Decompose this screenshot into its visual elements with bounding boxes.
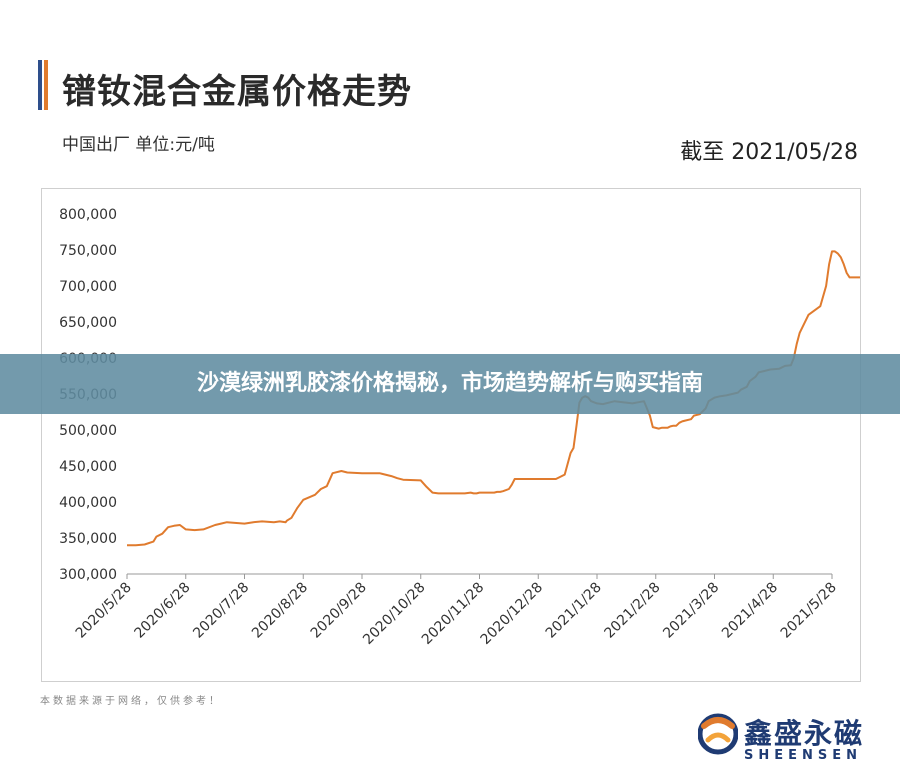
y-tick-label: 450,000 xyxy=(59,459,117,475)
source-note: 本数据来源于网络，仅供参考！ xyxy=(40,696,222,707)
brand-name-en: SHEENSEN xyxy=(744,748,863,763)
y-tick-label: 350,000 xyxy=(59,531,117,547)
x-tick-label: 2020/8/28 xyxy=(249,580,311,642)
x-tick-label: 2021/4/28 xyxy=(719,580,781,642)
x-tick-label: 2020/10/28 xyxy=(360,580,428,648)
x-tick-label: 2020/6/28 xyxy=(131,580,193,642)
page-title: 镨钕混合金属价格走势 xyxy=(62,72,412,112)
overlay-banner: 沙漠绿洲乳胶漆价格揭秘，市场趋势解析与购买指南 xyxy=(0,354,900,414)
x-tick-label: 2021/5/28 xyxy=(778,580,840,642)
x-tick-label: 2020/5/28 xyxy=(73,580,135,642)
y-tick-label: 500,000 xyxy=(59,423,117,439)
chart-frame: 300,000350,000400,000450,000500,000550,0… xyxy=(41,188,861,682)
y-tick-label: 650,000 xyxy=(59,315,117,331)
x-tick-label: 2021/3/28 xyxy=(660,580,722,642)
title-accent-bar xyxy=(38,60,42,110)
y-tick-label: 800,000 xyxy=(59,207,117,223)
brand-name-cn: 鑫盛永磁 xyxy=(744,717,865,750)
x-tick-label: 2021/2/28 xyxy=(601,580,663,642)
y-tick-label: 750,000 xyxy=(59,243,117,259)
as-of-date: 截至 2021/05/28 xyxy=(680,140,858,165)
x-tick-label: 2020/11/28 xyxy=(419,580,487,648)
y-tick-label: 400,000 xyxy=(59,495,117,511)
y-tick-label: 700,000 xyxy=(59,279,117,295)
banner-text: 沙漠绿洲乳胶漆价格揭秘，市场趋势解析与购买指南 xyxy=(196,371,703,396)
y-tick-label: 300,000 xyxy=(59,567,117,583)
x-tick-label: 2020/9/28 xyxy=(308,580,370,642)
price-line-chart: 300,000350,000400,000450,000500,000550,0… xyxy=(59,207,860,648)
x-tick-label: 2020/12/28 xyxy=(478,580,546,648)
title-accent-bar-orange xyxy=(44,60,48,110)
x-tick-label: 2020/7/28 xyxy=(190,580,252,642)
x-tick-label: 2021/1/28 xyxy=(543,580,605,642)
brand-logo-icon xyxy=(698,713,738,755)
chart-subtitle: 中国出厂 单位:元/吨 xyxy=(62,135,215,155)
